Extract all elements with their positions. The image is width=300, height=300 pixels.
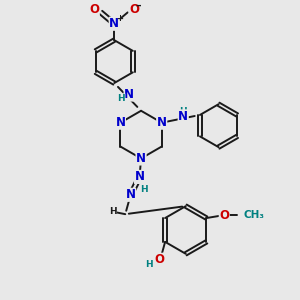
Text: H: H [117,94,125,103]
Text: H: H [179,107,187,116]
Text: H: H [140,185,148,194]
Text: N: N [124,88,134,101]
Text: N: N [116,116,125,129]
Text: –: – [135,1,141,11]
Text: CH₃: CH₃ [244,210,265,220]
Text: O: O [129,3,139,16]
Text: N: N [109,17,119,30]
Text: O: O [154,253,164,266]
Text: N: N [178,110,188,123]
Text: H: H [146,260,153,269]
Text: N: N [136,152,146,165]
Text: N: N [135,170,145,183]
Text: N: N [157,116,167,129]
Text: N: N [126,188,136,201]
Text: O: O [219,208,229,222]
Text: O: O [89,3,99,16]
Text: H: H [109,207,117,216]
Text: +: + [116,14,123,23]
